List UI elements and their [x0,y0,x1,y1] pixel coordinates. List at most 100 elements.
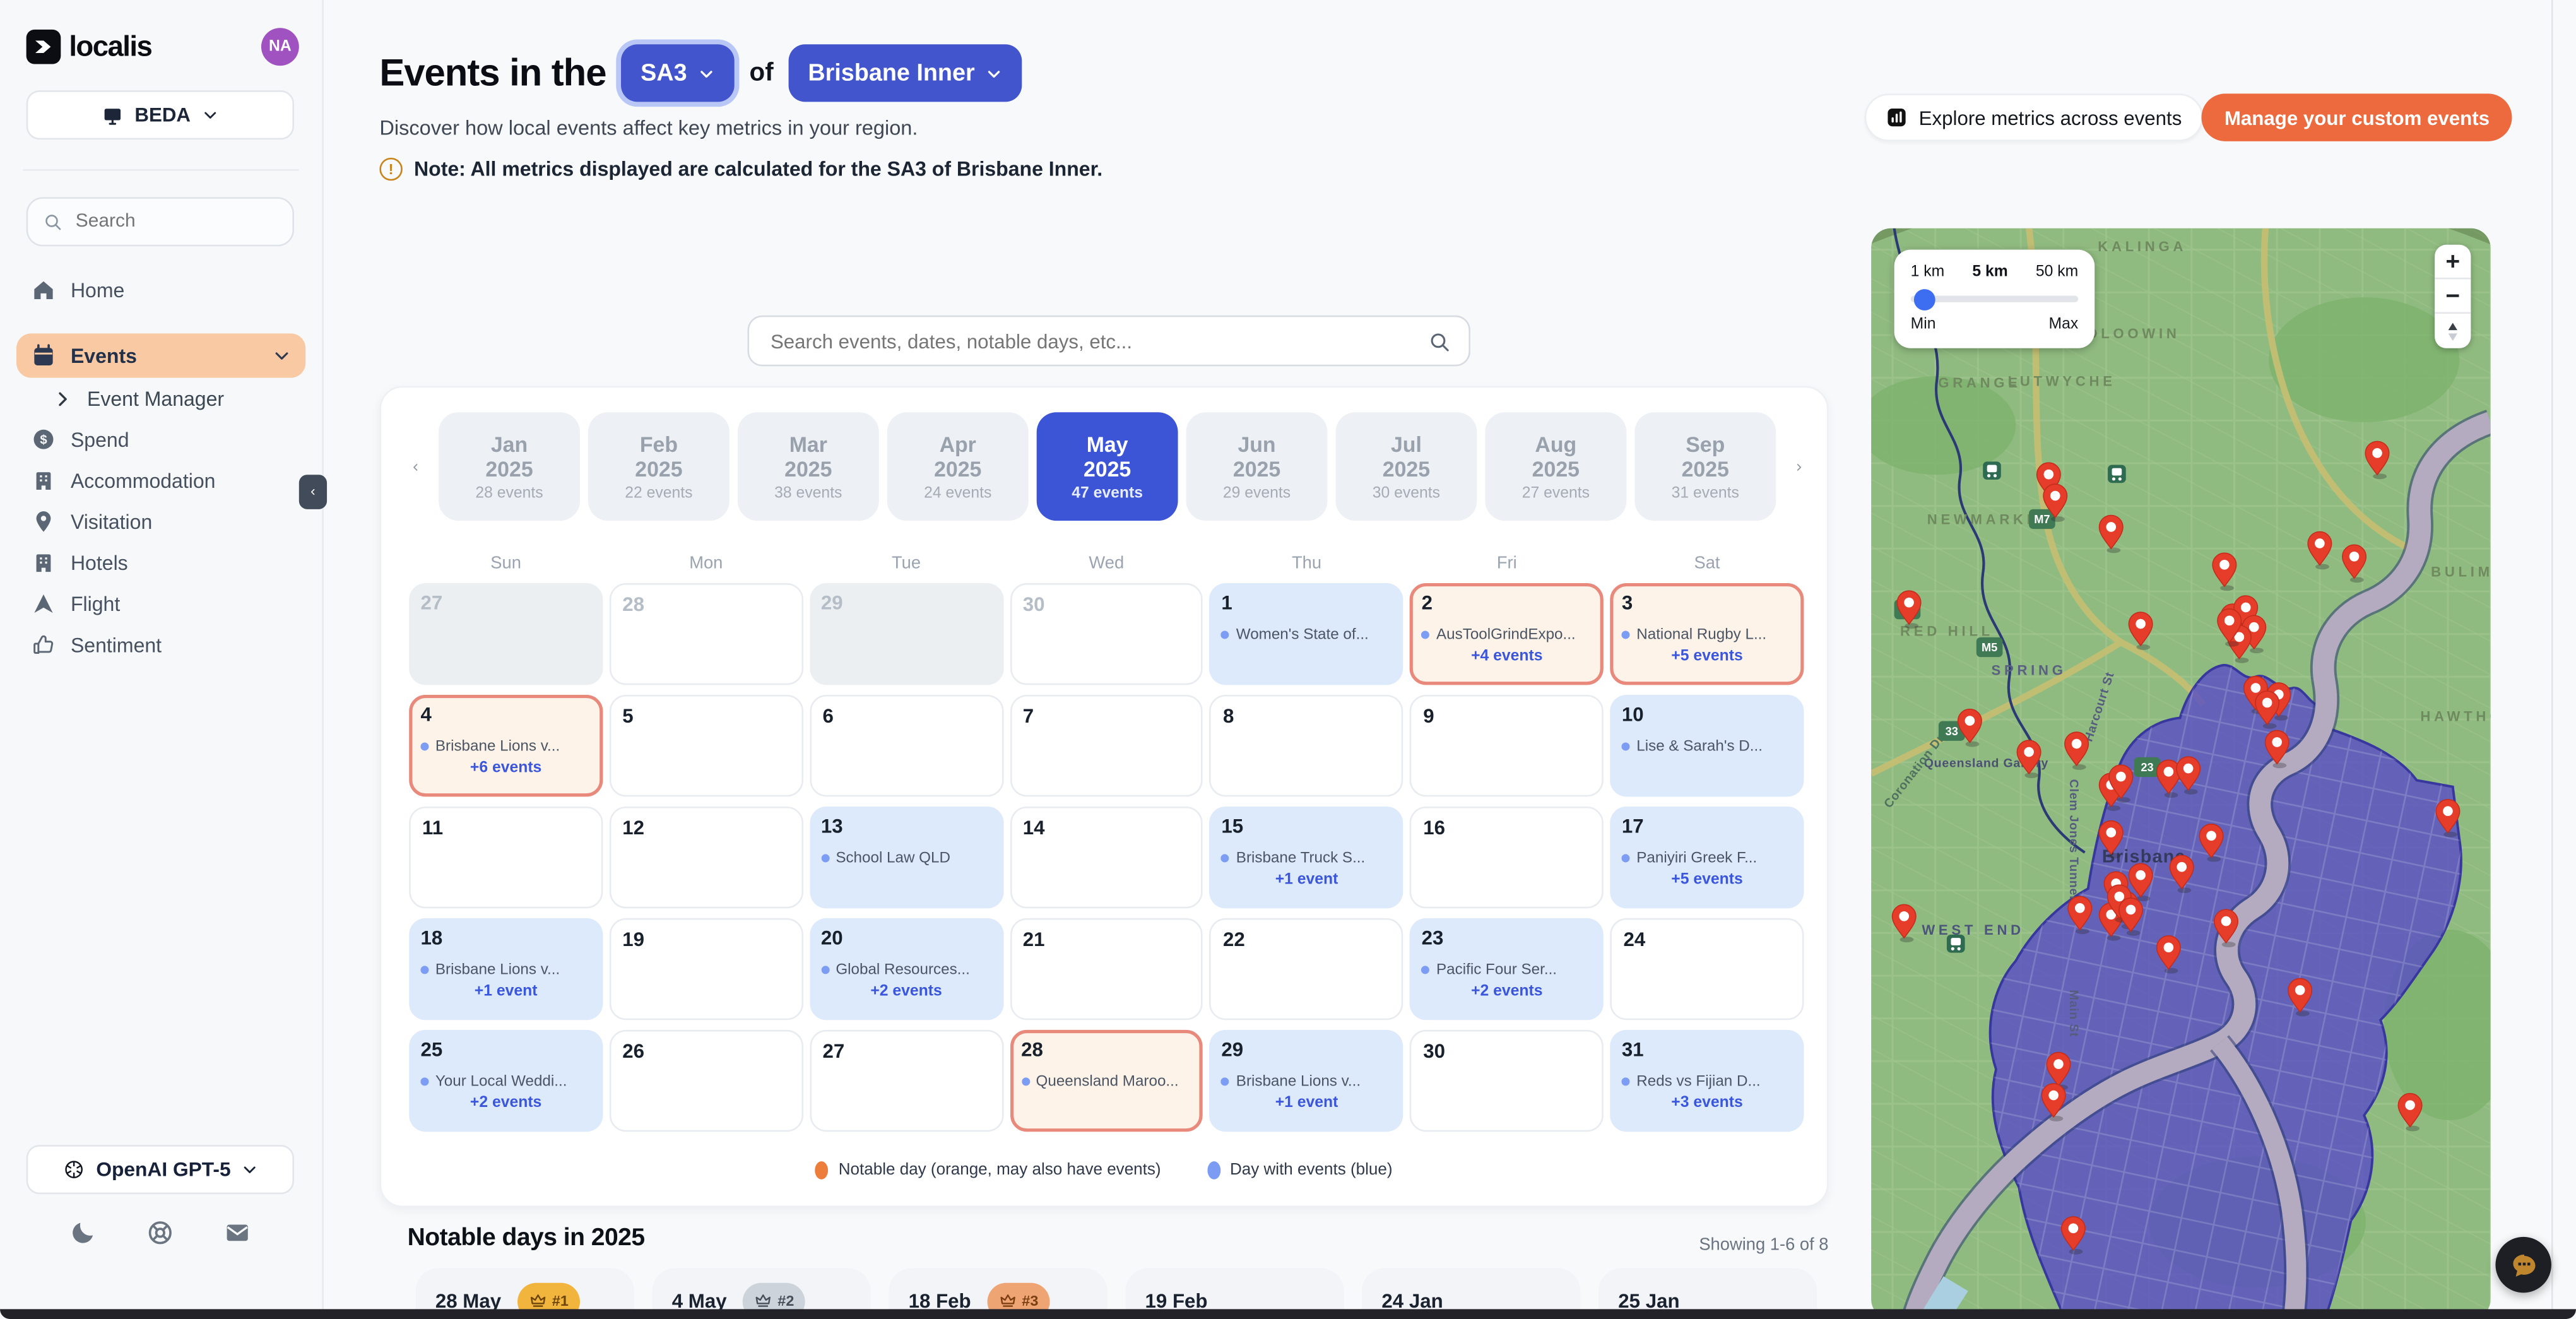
sidebar-item-hotels[interactable]: Hotels [16,542,305,583]
day-cell-8[interactable]: 8 [1210,694,1403,797]
moon-icon[interactable] [69,1219,97,1246]
event-pin-icon[interactable] [1891,904,1917,943]
day-cell-28[interactable]: 28 [609,583,803,685]
month-tab-jul-2025[interactable]: Jul 2025 30 events [1335,412,1477,521]
sidebar-item-spend[interactable]: $ Spend [16,419,305,460]
months-prev-button[interactable] [401,456,430,477]
event-pin-icon[interactable] [2199,824,2224,862]
event-pin-icon[interactable] [2213,909,2239,948]
day-cell-27[interactable]: 27 [809,1029,1003,1132]
day-cell-15[interactable]: 15 Brisbane Truck S... +1 event [1210,806,1403,909]
day-cell-29[interactable]: 29 [809,583,1003,685]
sidebar-search-input[interactable] [72,210,278,234]
scrollbar-track[interactable] [2551,0,2553,1319]
event-pin-icon[interactable] [2435,799,2461,837]
mail-icon[interactable] [223,1219,251,1246]
model-selector[interactable]: OpenAI GPT-5 [26,1145,294,1195]
event-pin-icon[interactable] [2156,935,2181,974]
month-tab-may-2025[interactable]: May 2025 47 events [1036,412,1178,521]
day-cell-24[interactable]: 24 [1610,918,1804,1020]
calendar-search-input[interactable] [767,328,1428,354]
day-cell-3[interactable]: 3 National Rugby L... +5 events [1610,583,1804,685]
more-events-link[interactable]: +2 events [870,982,942,1001]
event-pin-icon[interactable] [2397,1092,2423,1132]
event-pin-icon[interactable] [2264,730,2289,769]
event-pin-icon[interactable] [2064,731,2089,770]
sidebar-search[interactable] [26,197,294,247]
event-pin-icon[interactable] [2128,863,2153,902]
event-pin-icon[interactable] [2098,514,2124,553]
month-tab-apr-2025[interactable]: Apr 2025 24 events [887,412,1029,521]
more-events-link[interactable]: +1 event [474,982,538,1001]
event-pin-icon[interactable] [2212,552,2237,591]
day-cell-20[interactable]: 20 Global Resources... +2 events [809,918,1003,1020]
sidebar-item-events[interactable]: Events [16,333,306,378]
day-cell-11[interactable]: 11 [409,806,603,909]
chat-button[interactable] [2495,1236,2551,1293]
sidebar-item-home[interactable]: Home [16,269,305,311]
sidebar-item-event-manager[interactable]: Event Manager [16,378,305,419]
sidebar-item-accommodation[interactable]: Accommodation [16,460,305,501]
more-events-link[interactable]: +1 event [1275,870,1338,889]
months-next-button[interactable] [1784,456,1814,477]
day-cell-22[interactable]: 22 [1210,918,1403,1020]
event-pin-icon[interactable] [2342,544,2367,583]
day-cell-30[interactable]: 30 [1410,1029,1604,1132]
month-tab-aug-2025[interactable]: Aug 2025 27 events [1485,412,1627,521]
sidebar-item-visitation[interactable]: Visitation [16,501,305,542]
event-pin-icon[interactable] [2128,612,2153,650]
more-events-link[interactable]: +5 events [1671,647,1743,666]
day-cell-27[interactable]: 27 [409,583,603,685]
day-cell-18[interactable]: 18 Brisbane Lions v... +1 event [409,918,603,1020]
day-cell-6[interactable]: 6 [809,694,1003,797]
day-cell-13[interactable]: 13 School Law QLD [809,806,1003,909]
more-events-link[interactable]: +2 events [1471,982,1543,1001]
day-cell-4[interactable]: 4 Brisbane Lions v... +6 events [409,694,603,797]
day-cell-5[interactable]: 5 [609,694,803,797]
day-cell-7[interactable]: 7 [1009,694,1203,797]
event-pin-icon[interactable] [1957,708,1982,747]
radius-slider-knob[interactable] [1913,288,1935,310]
event-pin-icon[interactable] [2067,896,2093,935]
more-events-link[interactable]: +3 events [1671,1094,1743,1113]
event-pin-icon[interactable] [2176,756,2201,795]
day-cell-17[interactable]: 17 Paniyiri Greek F... +5 events [1610,806,1804,909]
day-cell-21[interactable]: 21 [1009,918,1203,1020]
event-pin-icon[interactable] [2169,855,2194,894]
day-cell-30[interactable]: 30 [1009,583,1203,685]
sidebar-item-sentiment[interactable]: Sentiment [16,624,305,665]
more-events-link[interactable]: +6 events [470,759,542,778]
more-events-link[interactable]: +5 events [1671,870,1743,889]
day-cell-9[interactable]: 9 [1410,694,1604,797]
sidebar-item-flight[interactable]: Flight [16,583,305,624]
radius-slider-track[interactable] [1910,288,2079,310]
radius-label-5km[interactable]: 5 km [1972,263,2008,281]
event-pin-icon[interactable] [2307,531,2332,570]
event-pin-icon[interactable] [2016,740,2041,778]
more-events-link[interactable]: +1 event [1275,1094,1338,1113]
event-pin-icon[interactable] [2046,1051,2071,1091]
day-cell-2[interactable]: 2 AusToolGrindExpo... +4 events [1410,583,1604,685]
day-cell-1[interactable]: 1 Women's State of... [1210,583,1403,685]
event-pin-icon[interactable] [2060,1216,2086,1255]
zoom-out-button[interactable]: − [2435,279,2471,314]
event-pin-icon[interactable] [2041,1083,2066,1121]
event-pin-icon[interactable] [2043,483,2068,522]
event-pin-icon[interactable] [1896,590,1922,629]
day-cell-31[interactable]: 31 Reds vs Fijian D... +3 events [1610,1029,1804,1132]
zoom-in-button[interactable]: + [2435,245,2471,280]
workspace-selector[interactable]: BEDA [26,90,294,140]
day-cell-29[interactable]: 29 Brisbane Lions v... +1 event [1210,1029,1403,1132]
event-pin-icon[interactable] [2365,441,2390,480]
event-pin-icon[interactable] [2108,764,2134,803]
sidebar-collapse-button[interactable] [298,475,328,509]
month-tab-mar-2025[interactable]: Mar 2025 38 events [737,412,879,521]
event-pin-icon[interactable] [2118,897,2144,936]
region-name-dropdown[interactable]: Brisbane Inner [788,44,1023,102]
day-cell-19[interactable]: 19 [609,918,803,1020]
day-cell-25[interactable]: 25 Your Local Weddi... +2 events [409,1029,603,1132]
day-cell-14[interactable]: 14 [1009,806,1203,909]
avatar[interactable]: NA [261,28,299,66]
more-events-link[interactable]: +2 events [470,1094,542,1113]
help-icon[interactable] [146,1219,174,1246]
